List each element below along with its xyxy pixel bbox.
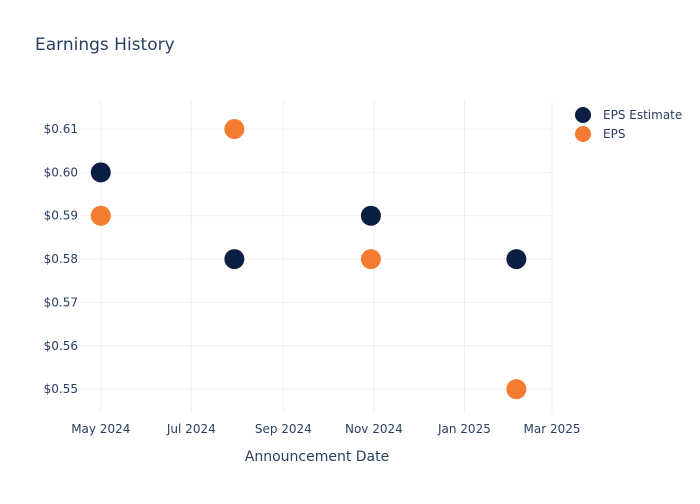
eps-estimate-point[interactable] bbox=[90, 162, 111, 183]
legend-marker bbox=[575, 126, 591, 142]
x-tick-label: Nov 2024 bbox=[345, 422, 403, 436]
y-tick-label: $0.58 bbox=[44, 252, 78, 266]
x-tick-label: Mar 2025 bbox=[524, 422, 581, 436]
data-points bbox=[90, 119, 527, 400]
grid-lines bbox=[80, 100, 553, 413]
eps-point[interactable] bbox=[360, 249, 381, 270]
x-tick-label: May 2024 bbox=[71, 422, 130, 436]
y-tick-label: $0.59 bbox=[44, 209, 78, 223]
eps-estimate-point[interactable] bbox=[506, 249, 527, 270]
y-tick-label: $0.57 bbox=[44, 295, 78, 309]
y-axis: $0.55 $0.56 $0.57 $0.58 $0.59 $0.60 $0.61 bbox=[44, 122, 78, 396]
x-tick-label: Jan 2025 bbox=[437, 422, 491, 436]
legend-label: EPS bbox=[603, 127, 625, 141]
y-tick-label: $0.56 bbox=[44, 339, 78, 353]
eps-estimate-point[interactable] bbox=[224, 249, 245, 270]
x-axis-title: Announcement Date bbox=[245, 449, 389, 465]
y-tick-label: $0.55 bbox=[44, 382, 78, 396]
legend-item-eps-estimate[interactable]: EPS Estimate bbox=[575, 107, 682, 123]
y-tick-label: $0.60 bbox=[44, 165, 78, 179]
legend-label: EPS Estimate bbox=[603, 108, 682, 122]
eps-point[interactable] bbox=[224, 119, 245, 140]
y-tick-label: $0.61 bbox=[44, 122, 78, 136]
legend[interactable]: EPS Estimate EPS bbox=[575, 107, 682, 142]
legend-marker bbox=[575, 107, 591, 123]
x-tick-label: Sep 2024 bbox=[255, 422, 312, 436]
legend-item-eps[interactable]: EPS bbox=[575, 126, 625, 142]
eps-point[interactable] bbox=[90, 205, 111, 226]
eps-estimate-point[interactable] bbox=[360, 205, 381, 226]
x-tick-label: Jul 2024 bbox=[166, 422, 216, 436]
chart-title: Earnings History bbox=[35, 35, 175, 55]
eps-point[interactable] bbox=[506, 379, 527, 400]
x-axis: May 2024 Jul 2024 Sep 2024 Nov 2024 Jan 2025… bbox=[71, 422, 580, 436]
